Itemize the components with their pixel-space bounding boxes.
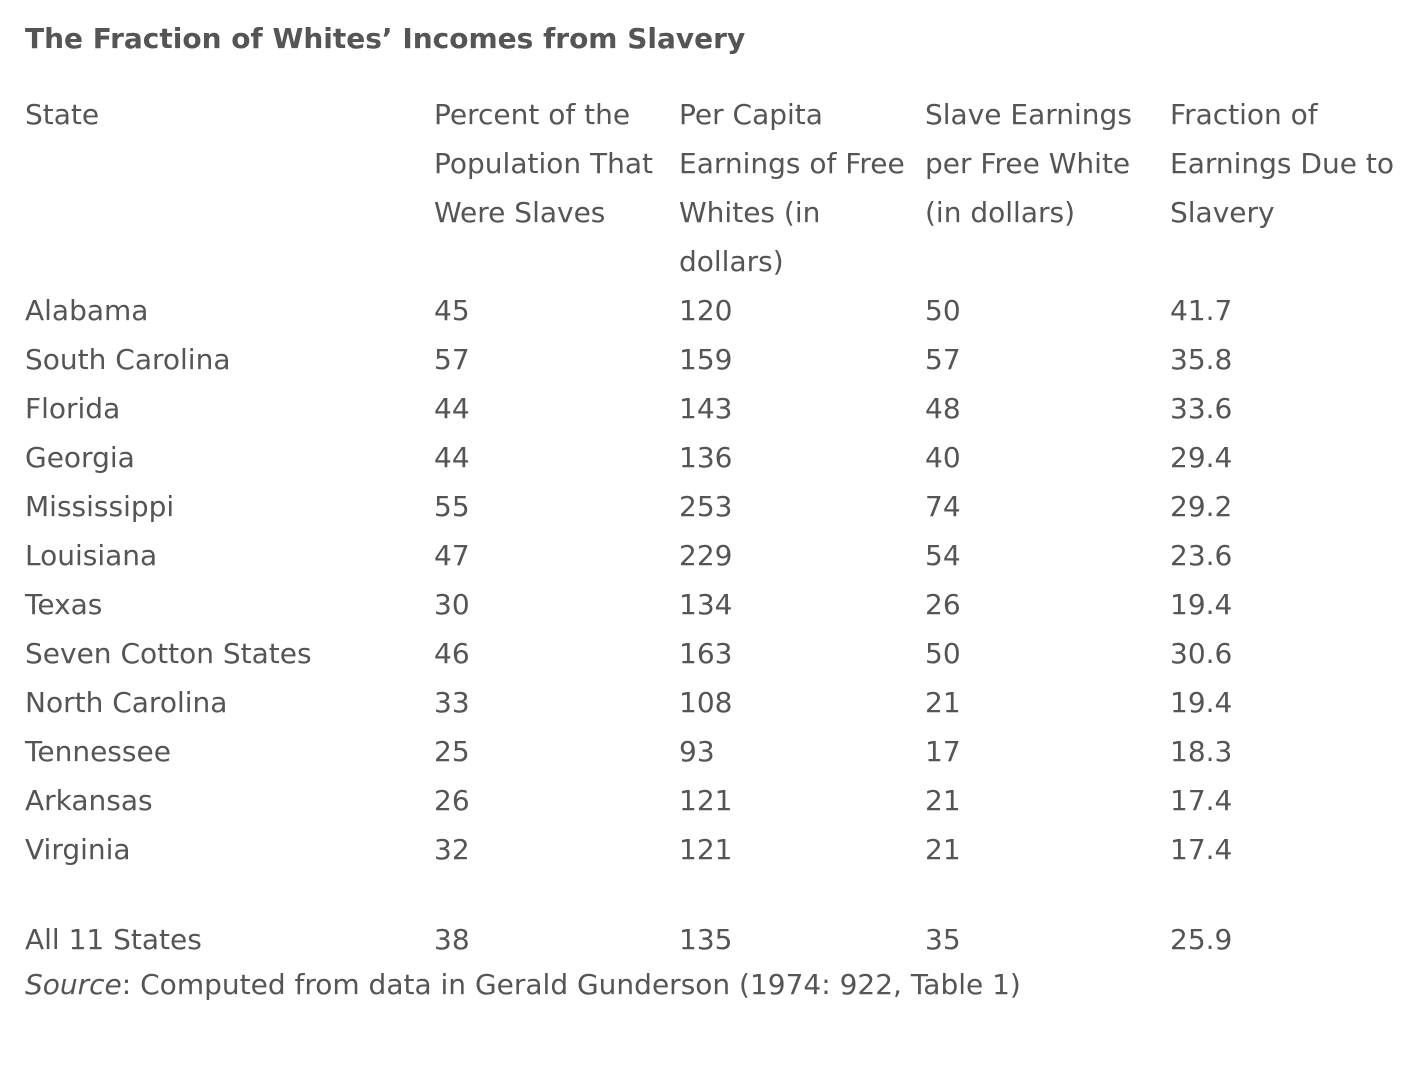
- total-cell-per-capita-earnings: 135: [679, 923, 733, 956]
- column-header-state: State: [25, 98, 100, 131]
- source-note: Source: Computed from data in Gerald Gun…: [25, 968, 1021, 1001]
- source-label: Source: [25, 968, 122, 1001]
- cell-per-capita-earnings: 143: [679, 392, 733, 425]
- cell-fraction-slavery: 18.3: [1170, 735, 1233, 768]
- cell-fraction-slavery: 17.4: [1170, 784, 1233, 817]
- cell-per-capita-earnings: 93: [679, 735, 715, 768]
- cell-percent-slaves: 30: [434, 588, 470, 621]
- cell-slave-earnings: 17: [925, 735, 961, 768]
- cell-slave-earnings: 50: [925, 637, 961, 670]
- table-row: Tennessee 25 93 17 18.3: [25, 727, 1410, 776]
- cell-percent-slaves: 55: [434, 490, 470, 523]
- source-text: : Computed from data in Gerald Gunderson…: [121, 968, 1021, 1001]
- cell-state: Arkansas: [25, 784, 153, 817]
- header-row: State Percent of the Population That Wer…: [25, 90, 1410, 286]
- cell-slave-earnings: 50: [925, 294, 961, 327]
- table-row: Alabama 45 120 50 41.7: [25, 286, 1410, 335]
- cell-state: Texas: [25, 588, 103, 621]
- cell-percent-slaves: 46: [434, 637, 470, 670]
- cell-percent-slaves: 45: [434, 294, 470, 327]
- cell-state: Louisiana: [25, 539, 158, 572]
- cell-fraction-slavery: 41.7: [1170, 294, 1233, 327]
- cell-slave-earnings: 74: [925, 490, 961, 523]
- cell-per-capita-earnings: 163: [679, 637, 733, 670]
- cell-slave-earnings: 57: [925, 343, 961, 376]
- table-row: South Carolina 57 159 57 35.8: [25, 335, 1410, 384]
- cell-state: South Carolina: [25, 343, 231, 376]
- total-cell-state: All 11 States: [25, 923, 202, 956]
- cell-slave-earnings: 21: [925, 784, 961, 817]
- cell-state: North Carolina: [25, 686, 228, 719]
- table-caption: The Fraction of Whites’ Incomes from Sla…: [25, 22, 746, 55]
- cell-fraction-slavery: 35.8: [1170, 343, 1233, 376]
- cell-state: Georgia: [25, 441, 135, 474]
- cell-per-capita-earnings: 136: [679, 441, 733, 474]
- cell-per-capita-earnings: 134: [679, 588, 733, 621]
- cell-percent-slaves: 57: [434, 343, 470, 376]
- cell-percent-slaves: 26: [434, 784, 470, 817]
- column-header-percent-slaves: Percent of the Population That Were Slav…: [434, 98, 653, 229]
- cell-fraction-slavery: 23.6: [1170, 539, 1233, 572]
- table-row: Georgia 44 136 40 29.4: [25, 433, 1410, 482]
- cell-state: Seven Cotton States: [25, 637, 312, 670]
- cell-fraction-slavery: 33.6: [1170, 392, 1233, 425]
- cell-slave-earnings: 26: [925, 588, 961, 621]
- cell-fraction-slavery: 19.4: [1170, 686, 1233, 719]
- total-cell-slave-earnings: 35: [925, 923, 961, 956]
- cell-per-capita-earnings: 121: [679, 784, 733, 817]
- cell-per-capita-earnings: 108: [679, 686, 733, 719]
- cell-state: Virginia: [25, 833, 131, 866]
- table-row: Florida 44 143 48 33.6: [25, 384, 1410, 433]
- cell-per-capita-earnings: 253: [679, 490, 733, 523]
- cell-per-capita-earnings: 120: [679, 294, 733, 327]
- cell-fraction-slavery: 29.2: [1170, 490, 1233, 523]
- cell-percent-slaves: 44: [434, 441, 470, 474]
- cell-percent-slaves: 33: [434, 686, 470, 719]
- cell-slave-earnings: 48: [925, 392, 961, 425]
- cell-per-capita-earnings: 121: [679, 833, 733, 866]
- table-body: Alabama 45 120 50 41.7 South Carolina 57 159 57 3…: [25, 286, 1410, 964]
- cell-percent-slaves: 47: [434, 539, 470, 572]
- cell-fraction-slavery: 17.4: [1170, 833, 1233, 866]
- table-row: Texas 30 134 26 19.4: [25, 580, 1410, 629]
- table-row: Arkansas 26 121 21 17.4: [25, 776, 1410, 825]
- cell-state: Mississippi: [25, 490, 175, 523]
- total-cell-fraction-slavery: 25.9: [1170, 923, 1233, 956]
- spacer-cell: [25, 874, 1410, 915]
- cell-per-capita-earnings: 159: [679, 343, 733, 376]
- cell-fraction-slavery: 29.4: [1170, 441, 1233, 474]
- cell-state: Tennessee: [25, 735, 171, 768]
- cell-state: Florida: [25, 392, 121, 425]
- cell-state: Alabama: [25, 294, 149, 327]
- total-row: All 11 States 38 135 35 25.9: [25, 915, 1410, 964]
- table-row: North Carolina 33 108 21 19.4: [25, 678, 1410, 727]
- spacer-row: [25, 874, 1410, 915]
- cell-slave-earnings: 21: [925, 686, 961, 719]
- cell-fraction-slavery: 30.6: [1170, 637, 1233, 670]
- cell-percent-slaves: 25: [434, 735, 470, 768]
- column-header-fraction-slavery: Fraction of Earnings Due to Slavery: [1170, 98, 1394, 229]
- column-header-slave-earnings: Slave Earnings per Free White (in dollar…: [925, 98, 1132, 229]
- cell-fraction-slavery: 19.4: [1170, 588, 1233, 621]
- cell-slave-earnings: 54: [925, 539, 961, 572]
- table-row: Louisiana 47 229 54 23.6: [25, 531, 1410, 580]
- cell-per-capita-earnings: 229: [679, 539, 733, 572]
- table-row: Mississippi 55 253 74 29.2: [25, 482, 1410, 531]
- cell-percent-slaves: 44: [434, 392, 470, 425]
- table-row: Seven Cotton States 46 163 50 30.6: [25, 629, 1410, 678]
- cell-slave-earnings: 21: [925, 833, 961, 866]
- table-row: Virginia 32 121 21 17.4: [25, 825, 1410, 874]
- column-header-per-capita-earnings: Per Capita Earnings of Free Whites (in d…: [679, 98, 905, 278]
- data-table: State Percent of the Population That Wer…: [25, 90, 1410, 964]
- cell-percent-slaves: 32: [434, 833, 470, 866]
- total-cell-percent-slaves: 38: [434, 923, 470, 956]
- cell-slave-earnings: 40: [925, 441, 961, 474]
